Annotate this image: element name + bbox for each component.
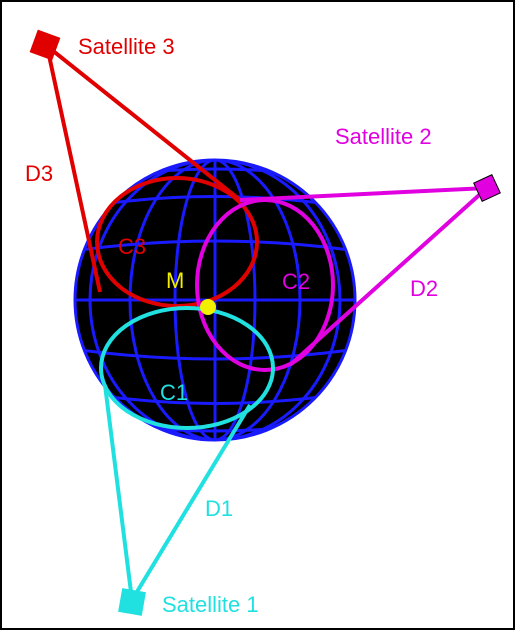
circle-c1 — [99, 306, 275, 430]
satellite-3-icon — [29, 29, 61, 61]
satellite-label: Satellite 3 — [78, 34, 175, 59]
circle-label: C1 — [160, 380, 188, 405]
satellite-2-icon — [473, 174, 501, 202]
point-label: M — [166, 268, 184, 293]
distance-label: D3 — [25, 161, 53, 186]
satellite-1-icon — [118, 588, 146, 616]
satellite-label: Satellite 1 — [162, 592, 259, 617]
distance-label: D1 — [205, 496, 233, 521]
point-m — [200, 299, 216, 315]
circle-label: C3 — [118, 234, 146, 259]
satellite-label: Satellite 2 — [335, 124, 432, 149]
circle-label: C2 — [282, 269, 310, 294]
distance-label: D2 — [410, 276, 438, 301]
circle-c3 — [95, 176, 259, 308]
